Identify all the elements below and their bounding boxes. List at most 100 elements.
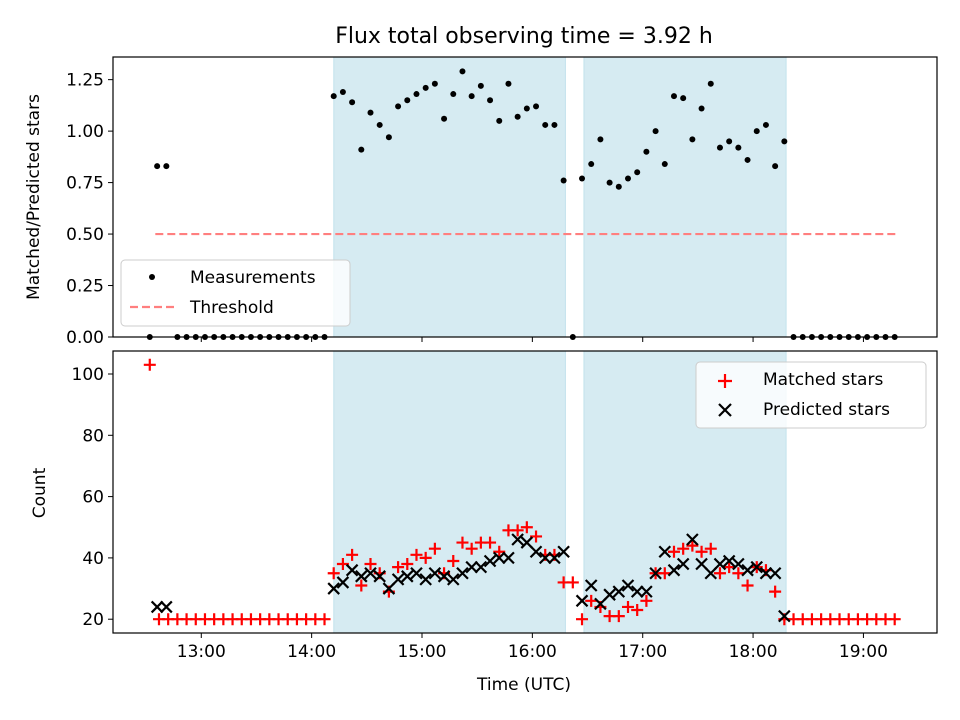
matched-point-56 (658, 567, 671, 580)
bottom-axes-frame (112, 350, 938, 634)
bottom-y-tick-label-3: 80 (82, 426, 104, 446)
predicted-point-46 (741, 563, 754, 577)
matched-point-57 (667, 545, 680, 558)
matched-point-65 (741, 579, 754, 592)
bottom-legend-box (695, 361, 927, 429)
measurement-point-58 (680, 95, 687, 102)
bottom-y-tick-label-4: 100 (72, 365, 104, 385)
predicted-point-11 (410, 566, 423, 580)
matched-point-24 (364, 558, 377, 571)
matched-point-41 (520, 521, 533, 534)
predicted-point-19 (483, 554, 497, 568)
legend-threshold-label: Threshold (189, 298, 274, 318)
bottom-y-tick-label-2: 60 (82, 488, 104, 508)
predicted-point-28 (575, 594, 589, 608)
predicted-point-31 (603, 588, 616, 601)
matched-point-19 (318, 613, 331, 626)
predicted-point-23 (520, 536, 534, 549)
matched-point-20 (327, 567, 340, 580)
predicted-point-15 (446, 573, 460, 586)
measurement-point-43 (542, 121, 549, 128)
measurement-point-27 (395, 103, 402, 110)
measurement-point-39 (505, 80, 512, 87)
predicted-point-17 (465, 560, 478, 574)
measurement-point-61 (707, 80, 714, 87)
ticks: 0.00 0.25 0.50 0.75 1.00 1.25 20 40 60 80 100 13:00… (66, 71, 888, 662)
predicted-point-21 (502, 551, 515, 565)
top-y-tick-label-0: 0.00 (66, 328, 104, 348)
matched-point-27 (392, 561, 405, 574)
top-shaded-interval-2 (583, 56, 787, 338)
measurement-point-36 (477, 82, 484, 89)
top-y-tick-label-5: 1.25 (66, 71, 104, 91)
x-tick-label-2: 15:00 (398, 642, 447, 662)
measurement-point-59 (689, 136, 696, 143)
measurement-point-53 (634, 169, 641, 176)
matched-point-29 (410, 548, 423, 561)
predicted-point-42 (704, 566, 718, 580)
predicted-point-39 (676, 557, 690, 571)
predicted-point-20 (492, 551, 506, 565)
measurement-point-60 (698, 105, 705, 112)
bottom-y-tick-label-1: 40 (82, 549, 104, 569)
predicted-point-30 (594, 597, 607, 611)
matched-point-38 (493, 545, 506, 558)
measurement-point-35 (468, 93, 475, 100)
x-tick-label-5: 18:00 (729, 642, 778, 662)
measurement-point-42 (533, 103, 540, 110)
predicted-point-32 (612, 585, 626, 598)
measurement-point-29 (413, 91, 420, 98)
predicted-point-0 (150, 600, 164, 614)
matched-point-64 (732, 567, 745, 580)
bottom-legend: Matched stars Predicted stars (695, 361, 927, 429)
predicted-point-44 (722, 554, 736, 568)
measurement-point-41 (523, 105, 530, 112)
x-tick-label-1: 14:00 (287, 642, 336, 662)
matched-point-33 (447, 554, 460, 567)
measurement-point-30 (422, 84, 429, 91)
measurement-point-23 (358, 146, 365, 153)
matched-point-0 (143, 358, 156, 371)
measurement-point-2 (163, 163, 170, 170)
measurement-point-40 (514, 113, 521, 120)
top-y-tick-label-1: 0.25 (66, 277, 104, 297)
measurement-point-68 (772, 163, 779, 170)
measurement-point-26 (385, 134, 392, 141)
predicted-point-2 (327, 582, 340, 595)
matched-point-22 (346, 548, 359, 561)
predicted-point-14 (437, 570, 451, 583)
measurement-point-66 (753, 128, 760, 135)
predicted-point-38 (667, 563, 681, 577)
predicted-point-12 (419, 573, 432, 586)
top-shaded-interval-1 (333, 56, 566, 338)
measurement-point-50 (606, 179, 613, 186)
measurement-point-33 (450, 91, 457, 98)
matched-point-68 (769, 585, 782, 598)
matched-point-59 (686, 539, 699, 552)
x-tick-label-3: 16:00 (508, 642, 557, 662)
predicted-point-35 (640, 585, 653, 598)
matched-point-81 (888, 613, 901, 626)
matched-point-31 (428, 542, 441, 555)
x-tick-label-4: 17:00 (618, 642, 667, 662)
measurement-point-44 (551, 121, 558, 128)
predicted-point-1 (160, 600, 173, 614)
measurement-point-32 (441, 115, 448, 122)
matched-point-23 (355, 579, 368, 592)
measurement-point-62 (716, 144, 723, 151)
matched-point-30 (419, 551, 432, 564)
predicted-point-48 (759, 566, 773, 580)
legend-predicted-marker (718, 403, 732, 417)
measurement-point-54 (643, 148, 650, 155)
matched-point-58 (677, 542, 690, 555)
measurement-point-24 (367, 109, 374, 116)
measurement-point-38 (496, 117, 503, 124)
predicted-point-34 (630, 585, 644, 598)
predicted-point-37 (658, 545, 672, 559)
predicted-point-41 (695, 557, 708, 571)
matched-point-51 (612, 610, 625, 623)
matched-point-21 (336, 558, 349, 571)
matched-point-54 (640, 594, 653, 607)
predicted-point-13 (428, 566, 442, 580)
